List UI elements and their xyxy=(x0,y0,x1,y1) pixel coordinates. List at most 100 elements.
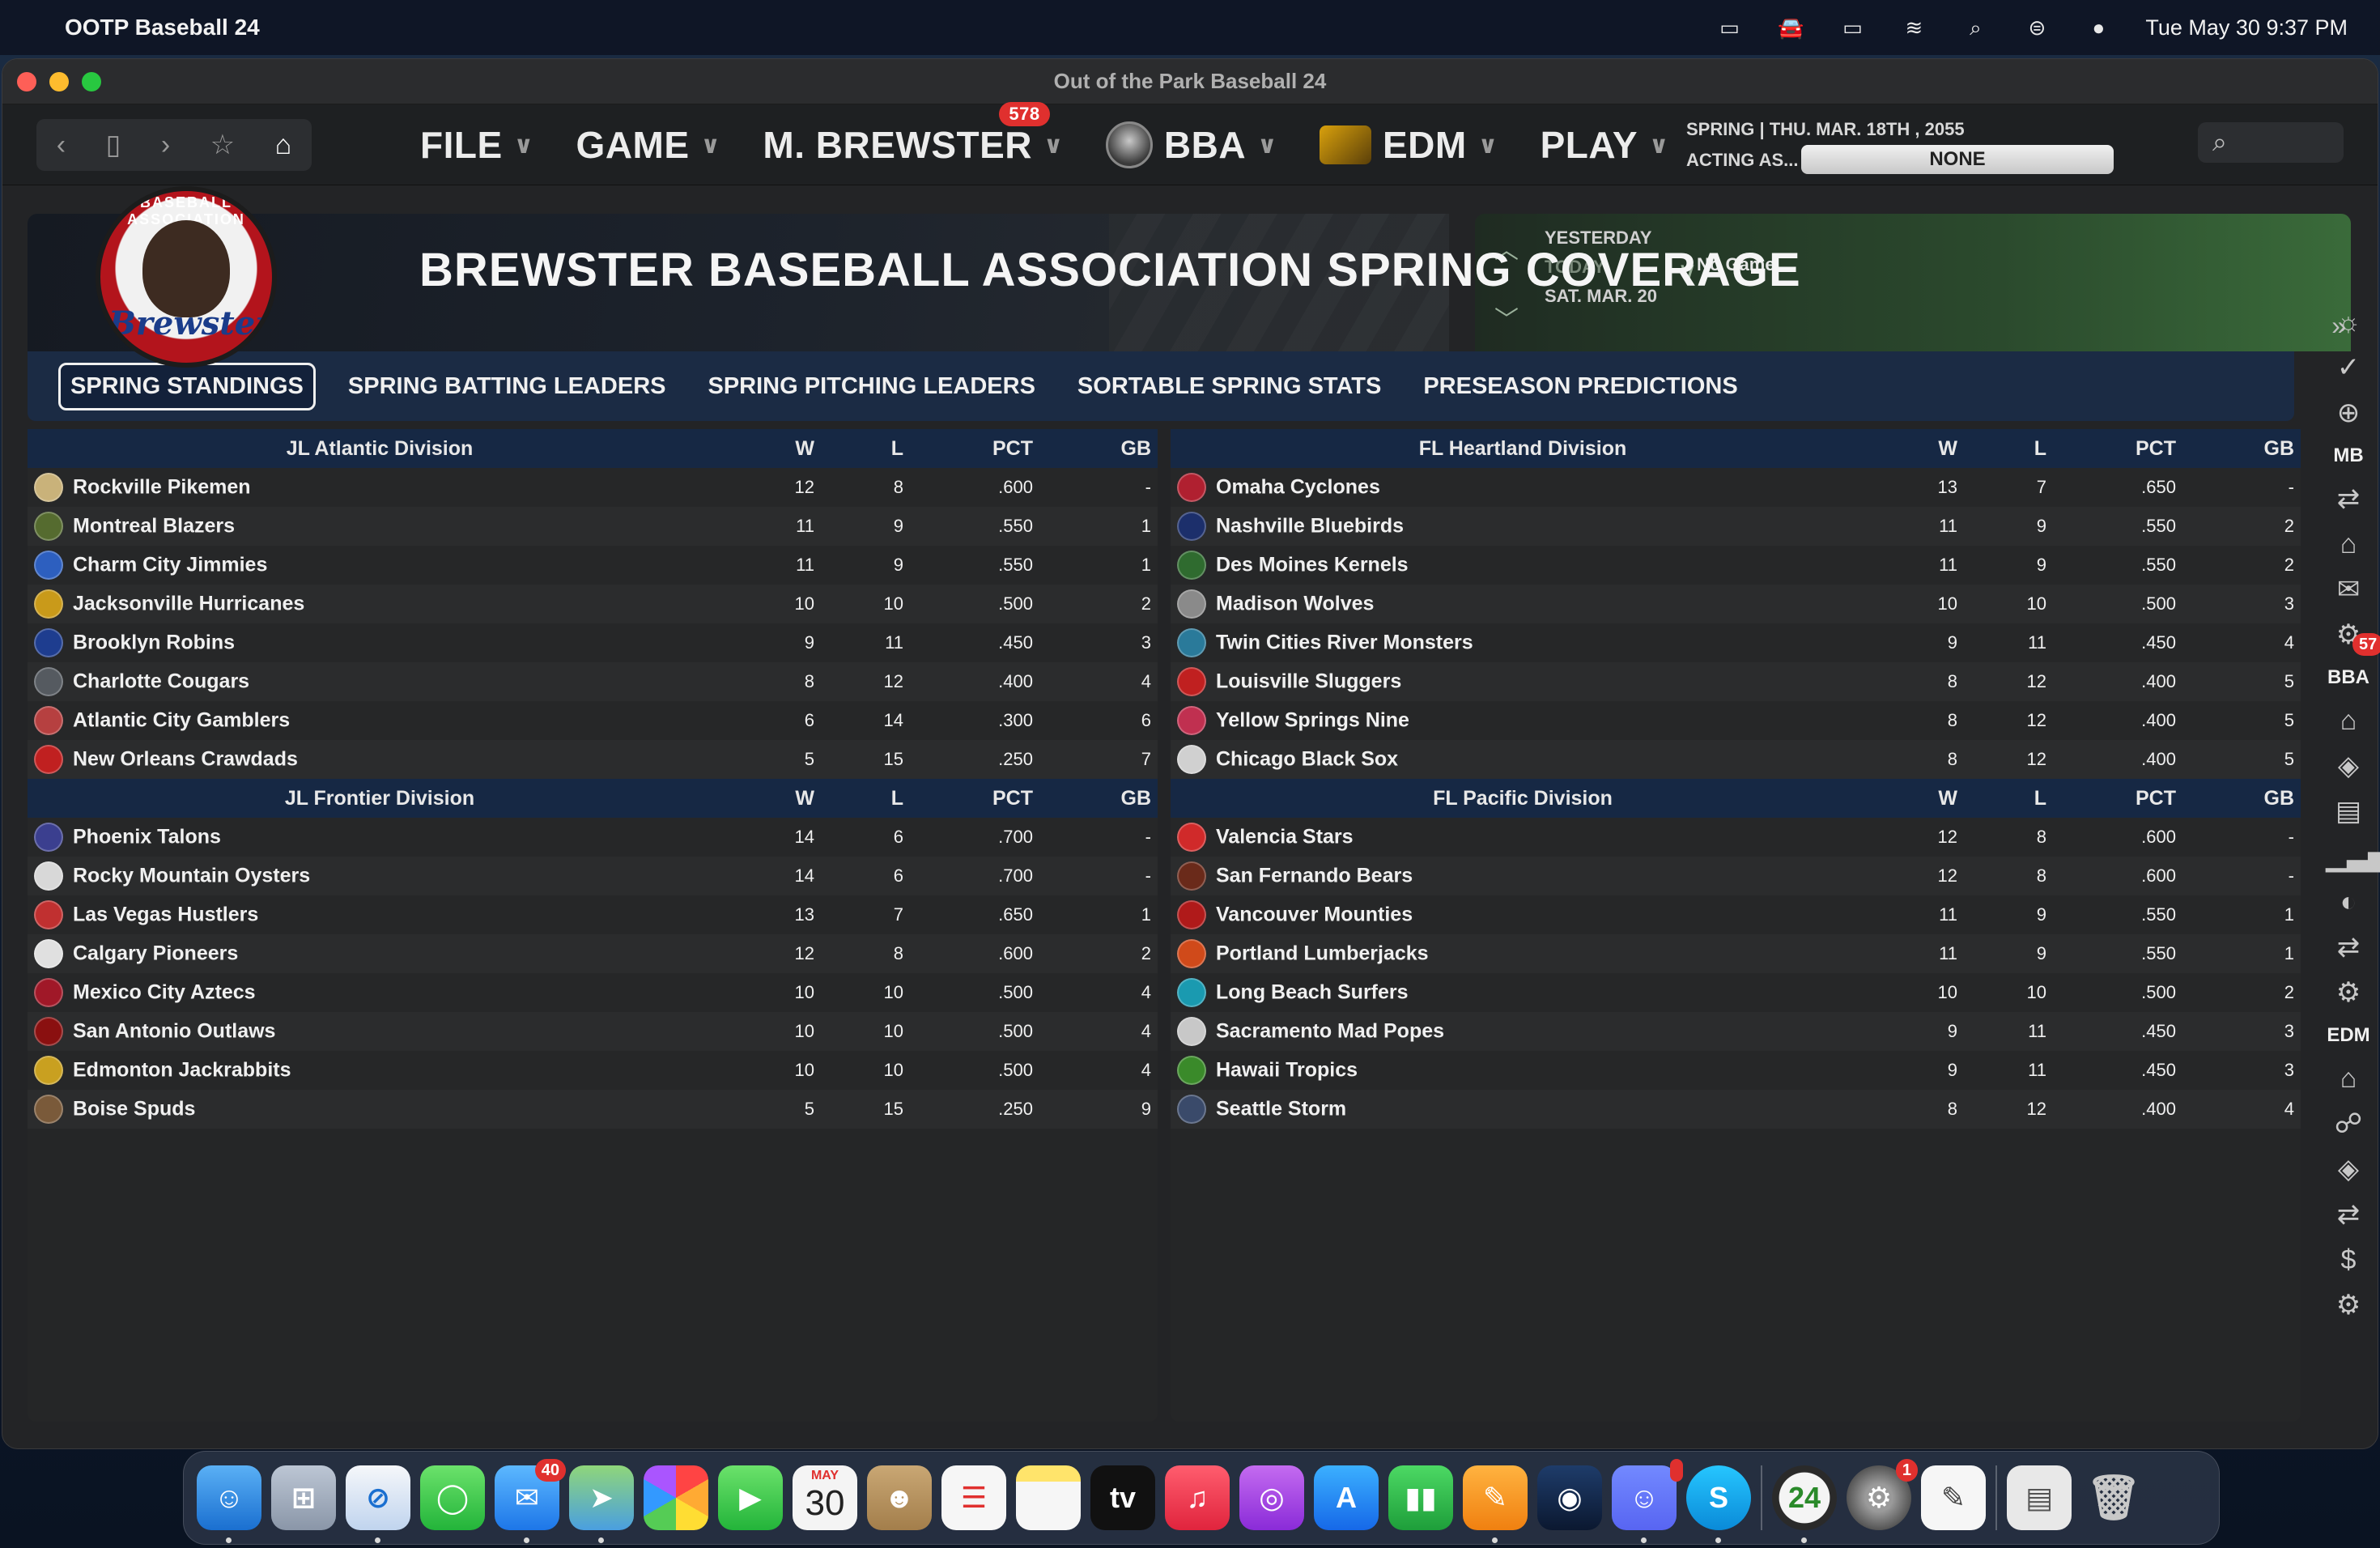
table-row[interactable]: Portland Lumberjacks 11 9.550 1 xyxy=(1171,934,2301,973)
column-header-w[interactable]: W xyxy=(1875,779,1964,818)
zoom-window-button[interactable] xyxy=(82,72,101,91)
gear-icon[interactable]: ⚙ xyxy=(2335,1290,2361,1320)
column-header-l[interactable]: L xyxy=(821,779,910,818)
table-row[interactable]: Mexico City Aztecs 10 10.500 4 xyxy=(28,973,1158,1012)
table-row[interactable]: Phoenix Talons 14 6.700- xyxy=(28,818,1158,857)
table-row[interactable]: Charm City Jimmies 11 9.550 1 xyxy=(28,546,1158,585)
ootp-baseball-icon[interactable]: 24 xyxy=(1772,1465,1837,1543)
team-name-link[interactable]: Edmonton Jackrabbits xyxy=(73,1058,291,1082)
column-header-w[interactable]: W xyxy=(732,779,821,818)
wifi-icon[interactable]: ≋ xyxy=(1905,15,1923,40)
column-header-l[interactable]: L xyxy=(821,429,910,468)
search-input[interactable]: ⌕ xyxy=(2198,122,2344,163)
table-row[interactable]: Chicago Black Sox 8 12.400 5 xyxy=(1171,740,2301,779)
team-name-link[interactable]: Phoenix Talons xyxy=(73,825,221,848)
team-name-link[interactable]: Charlotte Cougars xyxy=(73,670,250,693)
menu-file[interactable]: FILE ∨ xyxy=(420,123,534,167)
tab-spring-standings[interactable]: SPRING STANDINGS xyxy=(58,362,316,410)
mail-app-icon[interactable]: ✉ 40 xyxy=(495,1459,566,1543)
table-row[interactable]: Sacramento Mad Popes 9 11.450 3 xyxy=(1171,1012,2301,1051)
table-row[interactable]: Yellow Springs Nine 8 12.400 5 xyxy=(1171,701,2301,740)
schedule-today[interactable]: TODAY xyxy=(1545,257,1605,277)
apple-tv-icon[interactable]: tv xyxy=(1090,1465,1155,1530)
pages-icon[interactable]: ✎ xyxy=(1463,1465,1528,1543)
home-icon[interactable]: ⌂ xyxy=(2340,1063,2357,1094)
table-row[interactable]: Louisville Sluggers 8 12.400 5 xyxy=(1171,662,2301,701)
column-header-w[interactable]: W xyxy=(732,429,821,468)
table-row[interactable]: Rockville Pikemen 12 8.600- xyxy=(28,468,1158,507)
column-header-pct[interactable]: PCT xyxy=(2053,779,2182,818)
table-row[interactable]: Omaha Cyclones 13 7.650- xyxy=(1171,468,2301,507)
news-icon[interactable]: ▤ xyxy=(2335,796,2362,827)
contacts-icon[interactable]: ☻ xyxy=(867,1465,932,1530)
team-name-link[interactable]: Calgary Pioneers xyxy=(73,942,239,965)
document-icon[interactable]: ▤ xyxy=(2007,1465,2072,1530)
transactions-icon[interactable]: ⇄ xyxy=(2336,1199,2361,1230)
menu-league[interactable]: BBA ∨ xyxy=(1105,121,1277,168)
transactions-icon[interactable]: ⇄ xyxy=(2336,483,2361,514)
team-name-link[interactable]: Twin Cities River Monsters xyxy=(1216,631,1473,654)
checkmark-icon[interactable]: ✓ xyxy=(2336,352,2361,383)
team-name-link[interactable]: Rocky Mountain Oysters xyxy=(73,864,311,887)
team-name-link[interactable]: Boise Spuds xyxy=(73,1097,196,1121)
team-name-link[interactable]: Nashville Bluebirds xyxy=(1216,514,1405,538)
textedit-icon[interactable]: ✎ xyxy=(1921,1465,1986,1530)
app-store-icon[interactable]: A xyxy=(1314,1465,1379,1530)
table-row[interactable]: Edmonton Jackrabbits 10 10.500 4 xyxy=(28,1051,1158,1090)
table-row[interactable]: Rocky Mountain Oysters 14 6.700- xyxy=(28,857,1158,895)
close-window-button[interactable] xyxy=(17,72,36,91)
lightbulb-icon[interactable]: ☼ xyxy=(2335,307,2361,338)
team-name-link[interactable]: Portland Lumberjacks xyxy=(1216,942,1429,965)
team-name-link[interactable]: Las Vegas Hustlers xyxy=(73,903,259,926)
battery-icon[interactable]: ▭ xyxy=(1842,15,1863,40)
display-icon[interactable]: ▭ xyxy=(1719,15,1740,40)
finder-icon[interactable]: ☺ xyxy=(197,1465,261,1543)
column-header-l[interactable]: L xyxy=(1964,429,2053,468)
table-row[interactable]: San Antonio Outlaws 10 10.500 4 xyxy=(28,1012,1158,1051)
baseball-icon[interactable]: ◐ xyxy=(2340,887,2357,917)
system-settings-icon[interactable]: ⚙ 1 xyxy=(1847,1459,1918,1530)
team-name-link[interactable]: Long Beach Surfers xyxy=(1216,980,1409,1004)
menu-game[interactable]: GAME ∨ xyxy=(576,123,721,167)
window-titlebar[interactable]: Out of the Park Baseball 24 xyxy=(2,59,2378,104)
skype-icon[interactable]: S xyxy=(1686,1465,1751,1543)
table-row[interactable]: Valencia Stars 12 8.600- xyxy=(1171,818,2301,857)
home-icon[interactable]: ⌂ xyxy=(2340,529,2357,559)
team-name-link[interactable]: Brooklyn Robins xyxy=(73,631,236,654)
forward-arrow-icon[interactable]: › xyxy=(160,129,171,160)
table-row[interactable]: Montreal Blazers 11 9.550 1 xyxy=(28,507,1158,546)
reminders-icon[interactable]: ☰ xyxy=(941,1465,1006,1530)
team-name-link[interactable]: New Orleans Crawdads xyxy=(73,747,298,771)
menu-play[interactable]: PLAY ∨ xyxy=(1541,123,1669,167)
team-name-link[interactable]: Chicago Black Sox xyxy=(1216,747,1399,771)
table-row[interactable]: Hawaii Tropics 9 11.450 3 xyxy=(1171,1051,2301,1090)
table-row[interactable]: Twin Cities River Monsters 9 11.450 4 xyxy=(1171,623,2301,662)
tab-preseason-predictions[interactable]: PRESEASON PREDICTIONS xyxy=(1423,372,1738,399)
table-row[interactable]: Des Moines Kernels 11 9.550 2 xyxy=(1171,546,2301,585)
division-name[interactable]: JL Frontier Division xyxy=(28,779,732,818)
schedule-date[interactable]: SAT. MAR. 20 xyxy=(1545,286,1657,306)
column-header-gb[interactable]: GB xyxy=(1039,779,1158,818)
table-row[interactable]: Madison Wolves 10 10.500 3 xyxy=(1171,585,2301,623)
column-header-gb[interactable]: GB xyxy=(2182,429,2301,468)
podcasts-icon[interactable]: ◎ xyxy=(1239,1465,1304,1530)
active-app-name[interactable]: OOTP Baseball 24 xyxy=(65,15,260,40)
table-row[interactable]: Atlantic City Gamblers 6 14.300 6 xyxy=(28,701,1158,740)
star-icon[interactable]: ☆ xyxy=(210,130,236,160)
transactions-icon[interactable]: ⇄ xyxy=(2336,932,2361,963)
dollar-icon[interactable]: $ xyxy=(2340,1244,2357,1275)
maps-icon[interactable]: ➤ xyxy=(569,1465,634,1543)
column-header-pct[interactable]: PCT xyxy=(2053,429,2182,468)
safari-icon[interactable]: ⊘ xyxy=(346,1465,410,1543)
minimize-window-button[interactable] xyxy=(49,72,69,91)
table-row[interactable]: Seattle Storm 8 12.400 4 xyxy=(1171,1090,2301,1129)
table-row[interactable]: Nashville Bluebirds 11 9.550 2 xyxy=(1171,507,2301,546)
table-row[interactable]: New Orleans Crawdads 5 15.250 7 xyxy=(28,740,1158,779)
team-name-link[interactable]: Yellow Springs Nine xyxy=(1216,708,1409,732)
schedule-yesterday[interactable]: YESTERDAY xyxy=(1545,228,1652,248)
spotlight-search-icon[interactable]: ⌕ xyxy=(1970,15,1982,40)
photos-icon[interactable] xyxy=(644,1465,708,1530)
team-name-link[interactable]: Atlantic City Gamblers xyxy=(73,708,291,732)
chevron-down-icon[interactable]: ﹀ xyxy=(1494,307,1519,334)
team-name-link[interactable]: Vancouver Mounties xyxy=(1216,903,1413,926)
